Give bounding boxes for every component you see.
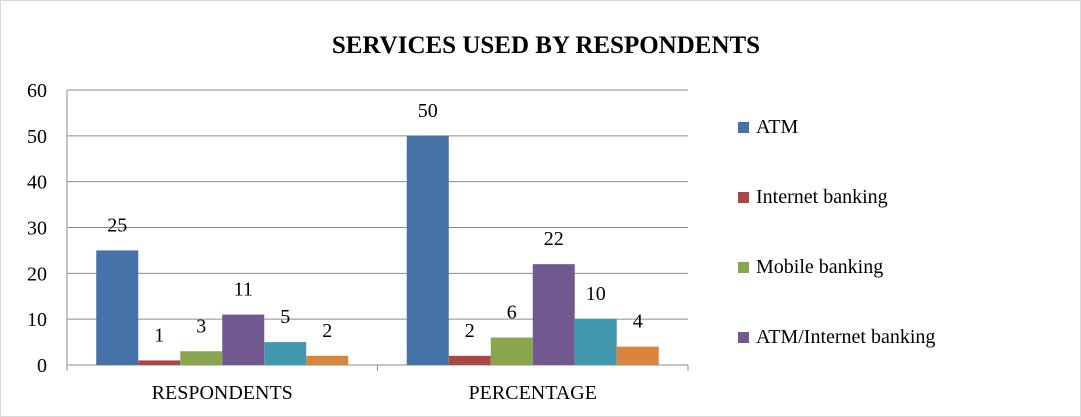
y-tick-label: 40 <box>27 172 47 194</box>
x-category-label: PERCENTAGE <box>469 382 597 404</box>
bar-series-1-respondents <box>138 360 181 365</box>
bar-series-2-percentage <box>490 337 533 365</box>
bar-series-4-percentage <box>574 319 617 365</box>
legend-swatch-3 <box>738 332 749 343</box>
data-label: 3 <box>196 315 206 337</box>
data-label: 2 <box>465 320 475 342</box>
legend: ATM Internet banking Mobile banking ATM/Int… <box>738 116 935 348</box>
data-label: 25 <box>107 214 127 236</box>
data-labels: 25 1 3 11 5 2 50 2 6 22 10 4 <box>107 100 643 347</box>
data-label: 22 <box>544 228 564 250</box>
bar-series-5-percentage <box>616 346 659 365</box>
bar-series-1-percentage <box>448 355 491 365</box>
bar-series-5-respondents <box>306 355 349 365</box>
legend-label: ATM <box>756 116 798 138</box>
data-label: 10 <box>586 283 606 305</box>
data-label: 5 <box>280 306 290 328</box>
bar-series-2-respondents <box>180 351 223 365</box>
data-label: 4 <box>633 311 643 333</box>
data-label: 50 <box>418 100 438 122</box>
bar-series-0-respondents <box>96 250 139 365</box>
legend-swatch-2 <box>738 262 749 273</box>
y-tick-label: 0 <box>37 355 47 377</box>
data-label: 1 <box>154 324 164 346</box>
legend-label: ATM/Internet banking <box>756 326 935 348</box>
x-category-label: RESPONDENTS <box>152 382 293 404</box>
legend-swatch-0 <box>738 122 749 133</box>
y-tick-label: 10 <box>27 309 47 331</box>
bar-series-3-percentage <box>532 264 575 365</box>
y-tick-label: 20 <box>27 263 47 285</box>
data-label: 11 <box>234 279 253 301</box>
bars <box>96 135 659 365</box>
legend-label: Mobile banking <box>756 256 883 278</box>
bar-series-0-percentage <box>406 135 449 365</box>
legend-swatch-1 <box>738 192 749 203</box>
bar-series-3-respondents <box>222 314 265 365</box>
legend-label: Internet banking <box>756 186 888 208</box>
gridlines <box>67 89 688 366</box>
data-label: 2 <box>322 320 332 342</box>
data-label: 6 <box>507 302 517 324</box>
y-tick-label: 50 <box>27 126 47 148</box>
bar-series-4-respondents <box>264 342 307 365</box>
y-tick-label: 60 <box>27 80 47 102</box>
y-tick-label: 30 <box>27 218 47 240</box>
chart-title: SERVICES USED BY RESPONDENTS <box>332 32 760 59</box>
axes: 0 10 20 30 40 50 60 RESPONDENTS PERCENTAGE <box>27 80 689 404</box>
